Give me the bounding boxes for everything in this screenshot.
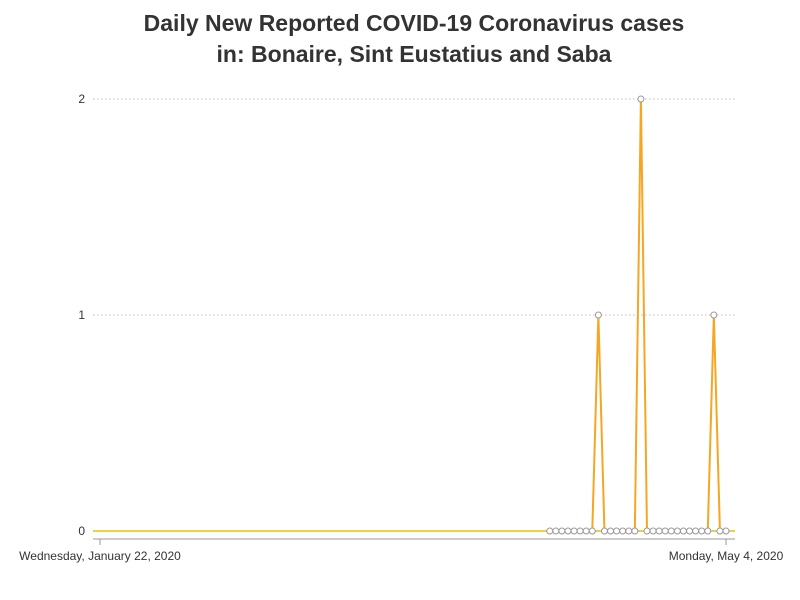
data-point bbox=[716, 527, 724, 535]
data-point bbox=[619, 527, 627, 535]
data-point bbox=[686, 527, 694, 535]
data-point bbox=[564, 527, 572, 535]
y-tick-label: 0 bbox=[78, 524, 85, 538]
chart-title: Daily New Reported COVID-19 Coronavirus … bbox=[0, 8, 800, 70]
data-point bbox=[576, 527, 584, 535]
x-tick-label-start: Wednesday, January 22, 2020 bbox=[19, 549, 181, 563]
x-tick-label-end: Monday, May 4, 2020 bbox=[669, 549, 784, 563]
data-point bbox=[552, 527, 560, 535]
data-point bbox=[600, 527, 608, 535]
chart-title-line-1: Daily New Reported COVID-19 Coronavirus … bbox=[143, 10, 685, 36]
data-point bbox=[546, 527, 554, 535]
chart-title-line-2: in: Bonaire, Sint Eustatius and Saba bbox=[216, 41, 612, 67]
data-point bbox=[637, 95, 645, 103]
data-point bbox=[631, 527, 639, 535]
data-point bbox=[588, 527, 596, 535]
data-point bbox=[704, 527, 712, 535]
data-point bbox=[722, 527, 730, 535]
data-point bbox=[710, 311, 718, 319]
data-point bbox=[667, 527, 675, 535]
data-point bbox=[698, 527, 706, 535]
data-point bbox=[570, 527, 578, 535]
data-point bbox=[692, 527, 700, 535]
data-point bbox=[558, 527, 566, 535]
data-point bbox=[679, 527, 687, 535]
data-point bbox=[625, 527, 633, 535]
data-point bbox=[649, 527, 657, 535]
data-point bbox=[655, 527, 663, 535]
data-point bbox=[582, 527, 590, 535]
data-point bbox=[607, 527, 615, 535]
y-tick-label: 1 bbox=[78, 308, 85, 322]
data-point bbox=[673, 527, 681, 535]
y-tick-label: 2 bbox=[78, 92, 85, 106]
data-point bbox=[643, 527, 651, 535]
series-line bbox=[549, 98, 726, 532]
data-point bbox=[594, 311, 602, 319]
data-point bbox=[613, 527, 621, 535]
data-point bbox=[661, 527, 669, 535]
